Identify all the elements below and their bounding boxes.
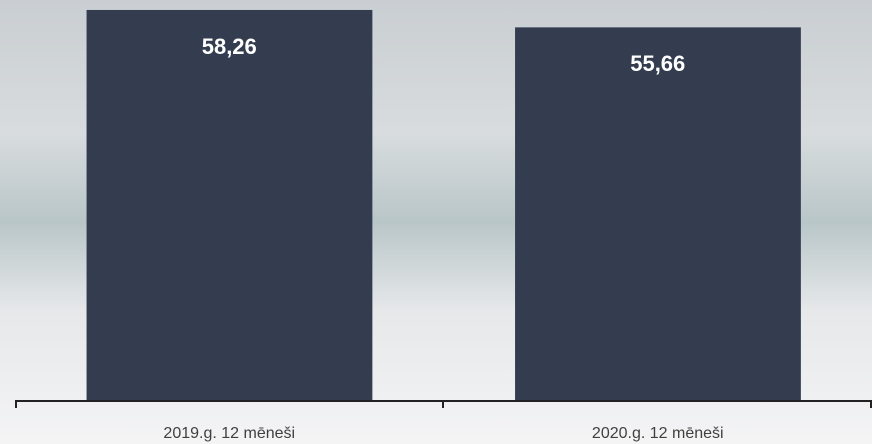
x-tick-label: 2020.g. 12 mēneši	[592, 425, 724, 442]
data-label: 55,66	[630, 51, 685, 76]
data-label: 58,26	[202, 34, 257, 59]
bar	[515, 27, 801, 400]
x-tick-label: 2019.g. 12 mēneši	[163, 425, 295, 442]
bar	[86, 9, 373, 401]
plot-area: 58,26 55,66	[86, 9, 801, 401]
